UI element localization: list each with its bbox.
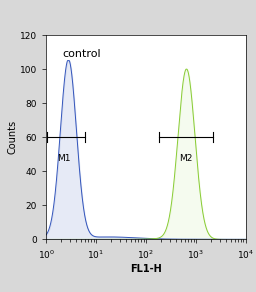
Y-axis label: Counts: Counts xyxy=(7,120,17,154)
Text: M1: M1 xyxy=(57,154,70,163)
Text: M2: M2 xyxy=(179,154,193,163)
X-axis label: FL1-H: FL1-H xyxy=(130,264,162,274)
Text: control: control xyxy=(62,49,101,59)
